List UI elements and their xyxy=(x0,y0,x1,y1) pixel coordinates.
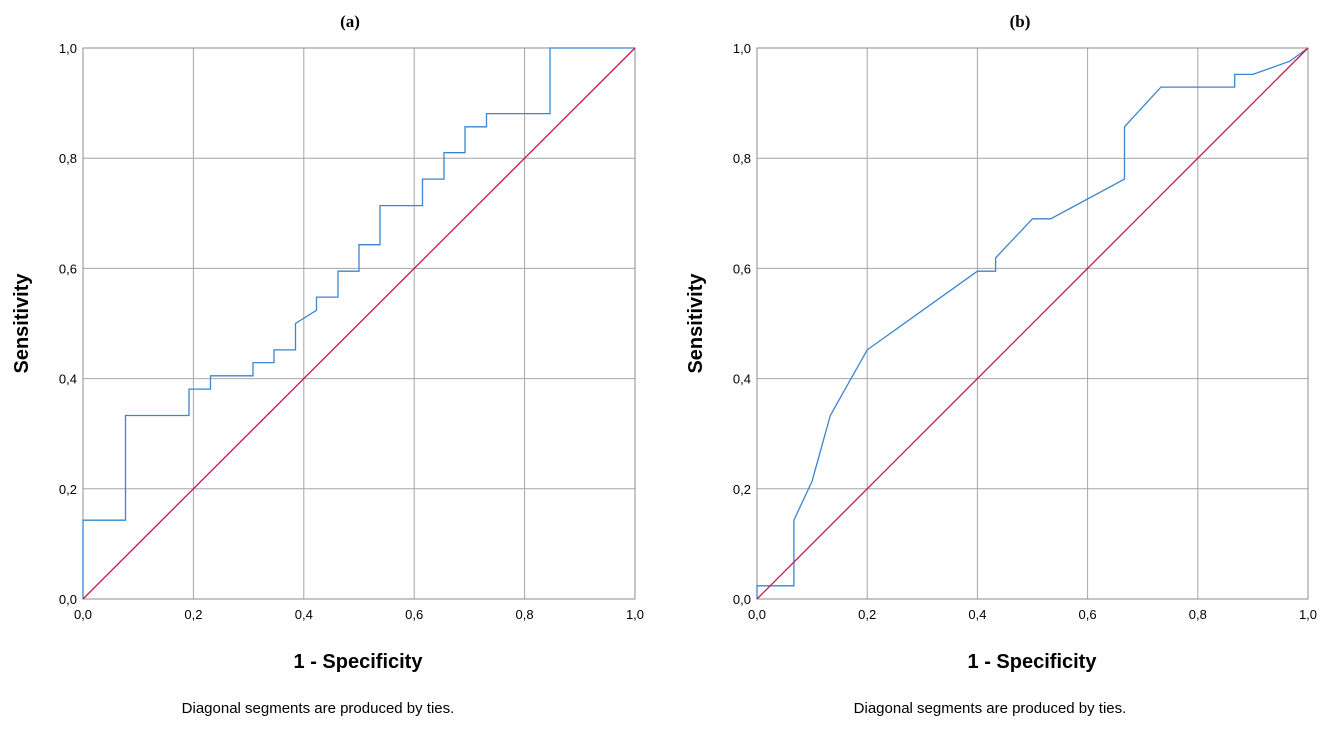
y-tick-label: 0,0 xyxy=(733,592,751,607)
x-tick-label: 0,4 xyxy=(295,607,313,622)
y-axis-label: Sensitivity xyxy=(11,273,33,374)
x-tick-label: 0,4 xyxy=(968,607,986,622)
x-tick-label: 0,8 xyxy=(516,607,534,622)
roc-curve-line xyxy=(82,47,635,599)
x-tick-label: 0,2 xyxy=(184,607,202,622)
y-tick-label: 0,4 xyxy=(733,372,751,387)
panel-title: (a) xyxy=(340,12,360,31)
y-tick-label: 0,6 xyxy=(733,261,751,276)
roc-curve-line xyxy=(756,47,1309,599)
reference-diagonal-line xyxy=(82,47,636,600)
y-tick-label: 0,6 xyxy=(59,261,77,276)
chart-panel-b: 0,00,0 0,2 0,2 0,4 0,4 0,6 0,6 0,8 0,8 1,0 1,0 (b) 1… xyxy=(685,12,1317,717)
x-tick-label: 0,8 xyxy=(1189,607,1207,622)
panel-title: (b) xyxy=(1010,12,1031,31)
y-tick-label: 0,0 xyxy=(59,592,77,607)
x-axis-label: 1 - Specificity xyxy=(968,651,1098,673)
plot-frame xyxy=(82,47,636,600)
chart-footnote: Diagonal segments are produced by ties. xyxy=(854,700,1127,717)
x-tick-label: 0,0 xyxy=(748,607,766,622)
y-tick-label: 0,4 xyxy=(59,372,77,387)
y-tick-label: 1,0 xyxy=(733,41,751,56)
y-tick-label: 0,2 xyxy=(733,482,751,497)
reference-diagonal-line xyxy=(756,47,1309,600)
y-tick-label: 1,0 xyxy=(59,41,77,56)
x-tick-label: 0,0 xyxy=(74,607,92,622)
x-tick-label: 0,6 xyxy=(1079,607,1097,622)
x-tick-label: 0,2 xyxy=(858,607,876,622)
x-tick-label: 1,0 xyxy=(626,607,644,622)
y-tick-label: 0,2 xyxy=(59,482,77,497)
chart-panel-a: 0,00,0 0,2 0,2 0,4 0,4 0,6 0,6 0,8 0,8 1,0 1,0 (a) 1… xyxy=(11,12,644,717)
plot-frame xyxy=(756,47,1309,600)
y-axis-label: Sensitivity xyxy=(685,273,707,374)
x-tick-label: 0,6 xyxy=(405,607,423,622)
y-tick-label: 0,8 xyxy=(59,151,77,166)
x-tick-label: 1,0 xyxy=(1299,607,1317,622)
y-tick-label: 0,8 xyxy=(733,151,751,166)
x-axis-label: 1 - Specificity xyxy=(294,651,424,673)
chart-footnote: Diagonal segments are produced by ties. xyxy=(182,700,455,717)
